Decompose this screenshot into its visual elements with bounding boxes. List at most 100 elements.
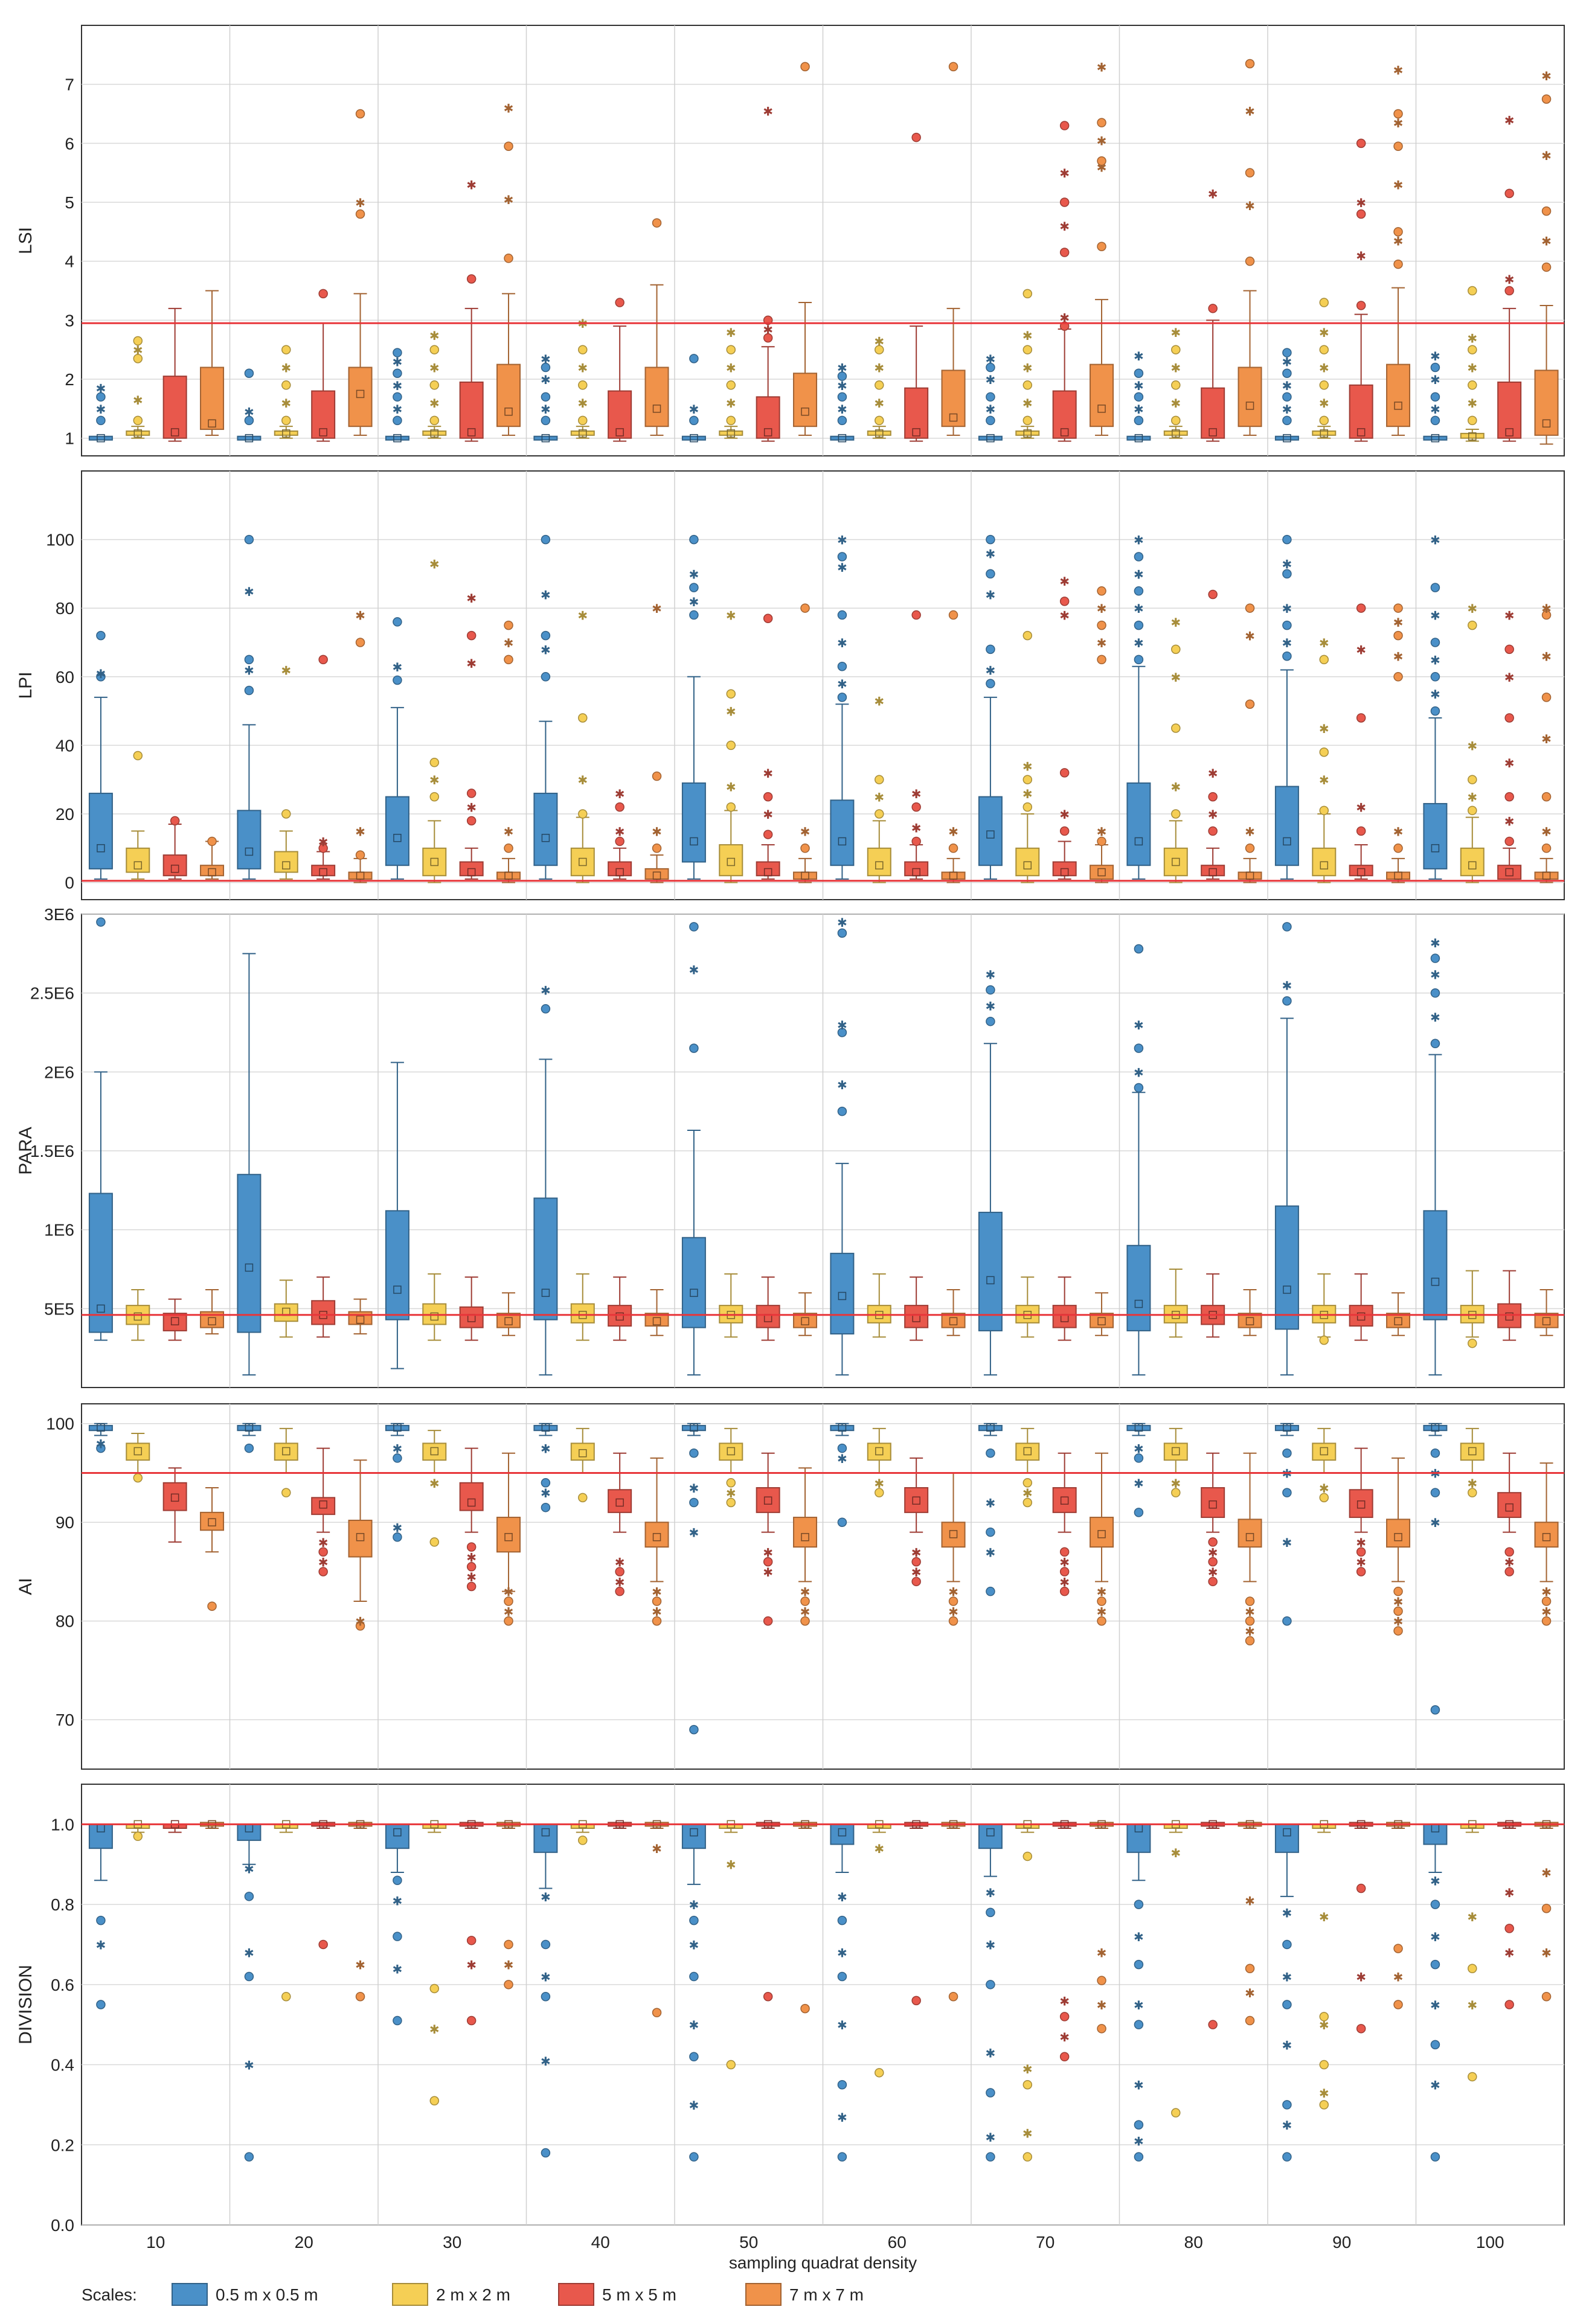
box-lpi-s3-c50: ✱ <box>793 603 818 883</box>
y-tick-label: 0.8 <box>51 1895 74 1914</box>
outlier-extreme: ✱ <box>504 193 514 207</box>
mean-marker <box>690 1423 698 1432</box>
box-lpi-s1-c20: ✱ <box>274 663 298 880</box>
box-lpi-s0-c40: ✱✱ <box>533 534 558 880</box>
outlier-extreme: ✱ <box>1059 1575 1070 1589</box>
outlier-extreme: ✱ <box>1022 328 1033 343</box>
y-tick-label: 40 <box>56 736 74 755</box>
outlier-point <box>578 809 588 819</box>
outlier-extreme: ✱ <box>318 1535 329 1550</box>
outlier-point <box>355 1621 365 1631</box>
mean-marker <box>1209 1500 1217 1509</box>
outlier-extreme: ✱ <box>689 595 699 609</box>
outlier-point <box>1393 2000 1403 2009</box>
outlier-point <box>652 771 662 781</box>
mean-marker <box>1209 868 1217 877</box>
mean-marker <box>1394 1317 1402 1325</box>
outlier-extreme: ✱ <box>1170 360 1181 375</box>
box-body <box>348 871 373 880</box>
outlier-point <box>1282 1616 1292 1626</box>
box-lpi-s1-c30: ✱✱ <box>422 557 447 883</box>
outlier-extreme: ✱ <box>689 567 699 581</box>
box-lpi-s3-c40: ✱✱ <box>644 601 669 883</box>
outlier-point <box>1319 298 1329 307</box>
outlier-point <box>1430 638 1440 647</box>
outlier-point <box>244 368 254 379</box>
outlier-point <box>1059 826 1070 836</box>
box-body <box>1126 1244 1151 1331</box>
box-body <box>422 1442 447 1461</box>
y-tick-label: 1E6 <box>44 1221 74 1240</box>
y-tick-label: 1.5E6 <box>30 1142 74 1160</box>
outlier-extreme: ✱ <box>541 402 551 417</box>
outlier-point <box>1541 610 1552 620</box>
outlier-extreme: ✱ <box>96 382 106 396</box>
box-division-s3-c70: ✱✱ <box>1090 1820 1114 2034</box>
outlier-extreme: ✱ <box>429 773 440 787</box>
outlier-point <box>1430 953 1440 963</box>
outlier-point <box>1059 597 1070 606</box>
outlier-point <box>244 1443 254 1453</box>
outlier-point <box>1319 2060 1329 2070</box>
outlier-extreme: ✱ <box>1356 1555 1366 1570</box>
outlier-point <box>1282 996 1292 1006</box>
outlier-point <box>170 816 180 826</box>
outlier-point <box>948 1596 958 1606</box>
outlier-point <box>1282 1448 1292 1458</box>
box-body <box>681 435 706 441</box>
mean-marker <box>541 1288 550 1297</box>
outlier-extreme: ✱ <box>837 677 847 691</box>
outlier-point <box>1282 534 1292 545</box>
box-body <box>1090 363 1114 427</box>
mean-marker <box>356 1532 365 1541</box>
mean-marker <box>430 1447 439 1456</box>
outlier-extreme: ✱ <box>1356 642 1366 657</box>
outlier-point <box>1059 248 1070 257</box>
legend-title: Scales: <box>82 2285 137 2304</box>
outlier-point <box>986 415 995 426</box>
box-lsi-s1-c20: ✱✱ <box>274 345 298 439</box>
outlier-point <box>504 843 513 853</box>
outlier-point <box>1245 1964 1255 1974</box>
outlier-extreme: ✱ <box>1134 601 1144 616</box>
outlier-point <box>1208 589 1218 600</box>
outlier-point <box>837 371 847 381</box>
outlier-point <box>281 345 291 354</box>
outlier-point <box>1059 1586 1070 1596</box>
outlier-extreme: ✱ <box>837 1946 847 1961</box>
outlier-extreme: ✱ <box>689 1898 699 1912</box>
outlier-point <box>1134 2152 1144 2162</box>
outlier-point <box>1356 1547 1366 1557</box>
y-tick-label: 1 <box>65 429 74 448</box>
mean-marker <box>949 1317 958 1325</box>
outlier-point <box>1134 944 1144 954</box>
outlier-extreme: ✱ <box>355 1958 365 1973</box>
outlier-extreme: ✱ <box>355 196 365 210</box>
box-body <box>1237 1313 1262 1328</box>
outlier-extreme: ✱ <box>1059 1994 1070 2008</box>
y-tick-label: 1.0 <box>51 1815 74 1834</box>
outlier-point <box>1208 792 1218 802</box>
outlier-point <box>652 1616 662 1626</box>
mean-marker <box>652 871 661 880</box>
mean-marker <box>208 1317 216 1325</box>
outlier-extreme: ✱ <box>1097 601 1107 616</box>
outlier-extreme: ✱ <box>1356 1970 1366 1985</box>
box-body <box>1497 381 1522 439</box>
outlier-point <box>318 1567 328 1577</box>
outlier-extreme: ✱ <box>1282 1906 1292 1920</box>
mean-marker <box>504 1317 513 1325</box>
box-para-s0-c70: ✱✱ <box>978 967 1003 1376</box>
mean-marker <box>1431 434 1440 443</box>
box-body <box>274 1442 298 1461</box>
outlier-point <box>541 1502 551 1513</box>
outlier-point <box>875 1488 884 1497</box>
outlier-point <box>541 392 551 402</box>
mean-marker <box>1505 1503 1514 1512</box>
box-lpi-s0-c100: ✱ ✱ ✱ ✱ <box>1423 533 1448 880</box>
outlier-extreme: ✱ <box>986 2130 996 2145</box>
mean-marker <box>504 407 513 416</box>
outlier-extreme: ✱ <box>1319 1910 1329 1924</box>
box-ai-s2-c90: ✱✱ <box>1349 1447 1373 1577</box>
outlier-extreme: ✱ <box>355 609 365 623</box>
